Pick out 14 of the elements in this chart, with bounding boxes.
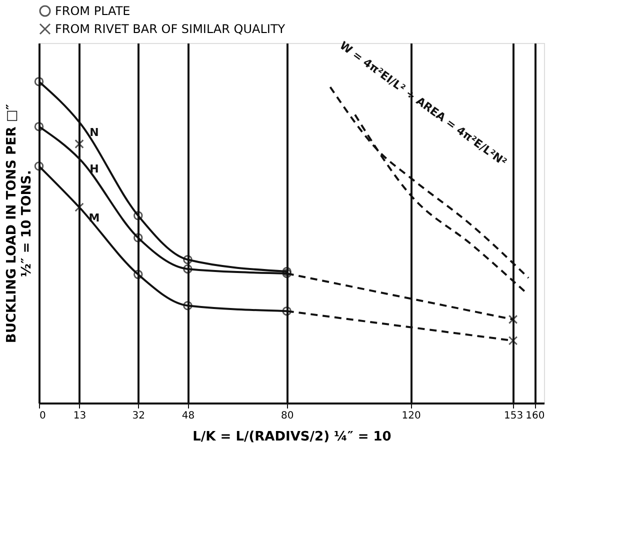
x-tick-label: 32 [132, 410, 146, 422]
x-tick-label: 80 [280, 410, 294, 422]
series-label: H [90, 162, 99, 176]
x-tick-label: 13 [73, 410, 86, 422]
x-tick-label: 120 [402, 410, 421, 422]
legend-label: FROM PLATE [55, 4, 130, 18]
x-tick-label: 160 [526, 410, 545, 422]
x-tick-label: 153 [504, 410, 524, 422]
x-tick-label: 0 [40, 410, 46, 422]
legend-label: FROM RIVET BAR OF SIMILAR QUALITY [55, 22, 286, 36]
series-label: N [90, 126, 99, 140]
x-axis-title: L/K = L/(RADIVS/2) ¼″ = 10 [192, 430, 392, 444]
y-axis-title: BUCKLING LOAD IN TONS PER □″ ½″ = 10 TONS. [4, 104, 34, 344]
x-tick-label: 48 [182, 410, 195, 422]
